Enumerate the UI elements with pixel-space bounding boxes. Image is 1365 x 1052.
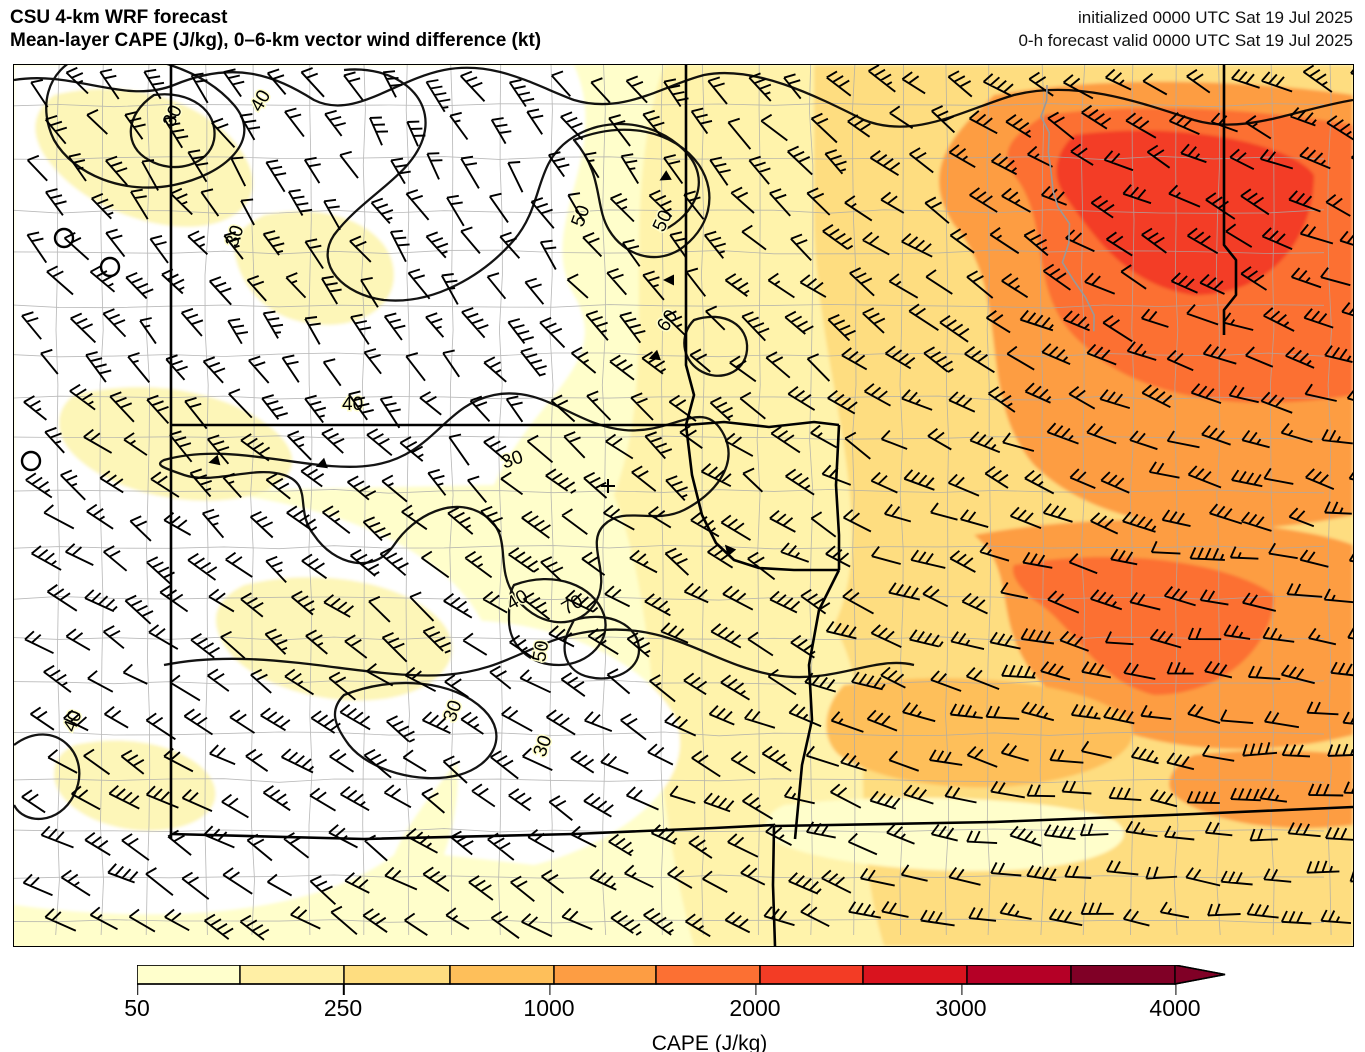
svg-text:50: 50	[529, 639, 553, 663]
svg-text:40: 40	[342, 394, 363, 415]
